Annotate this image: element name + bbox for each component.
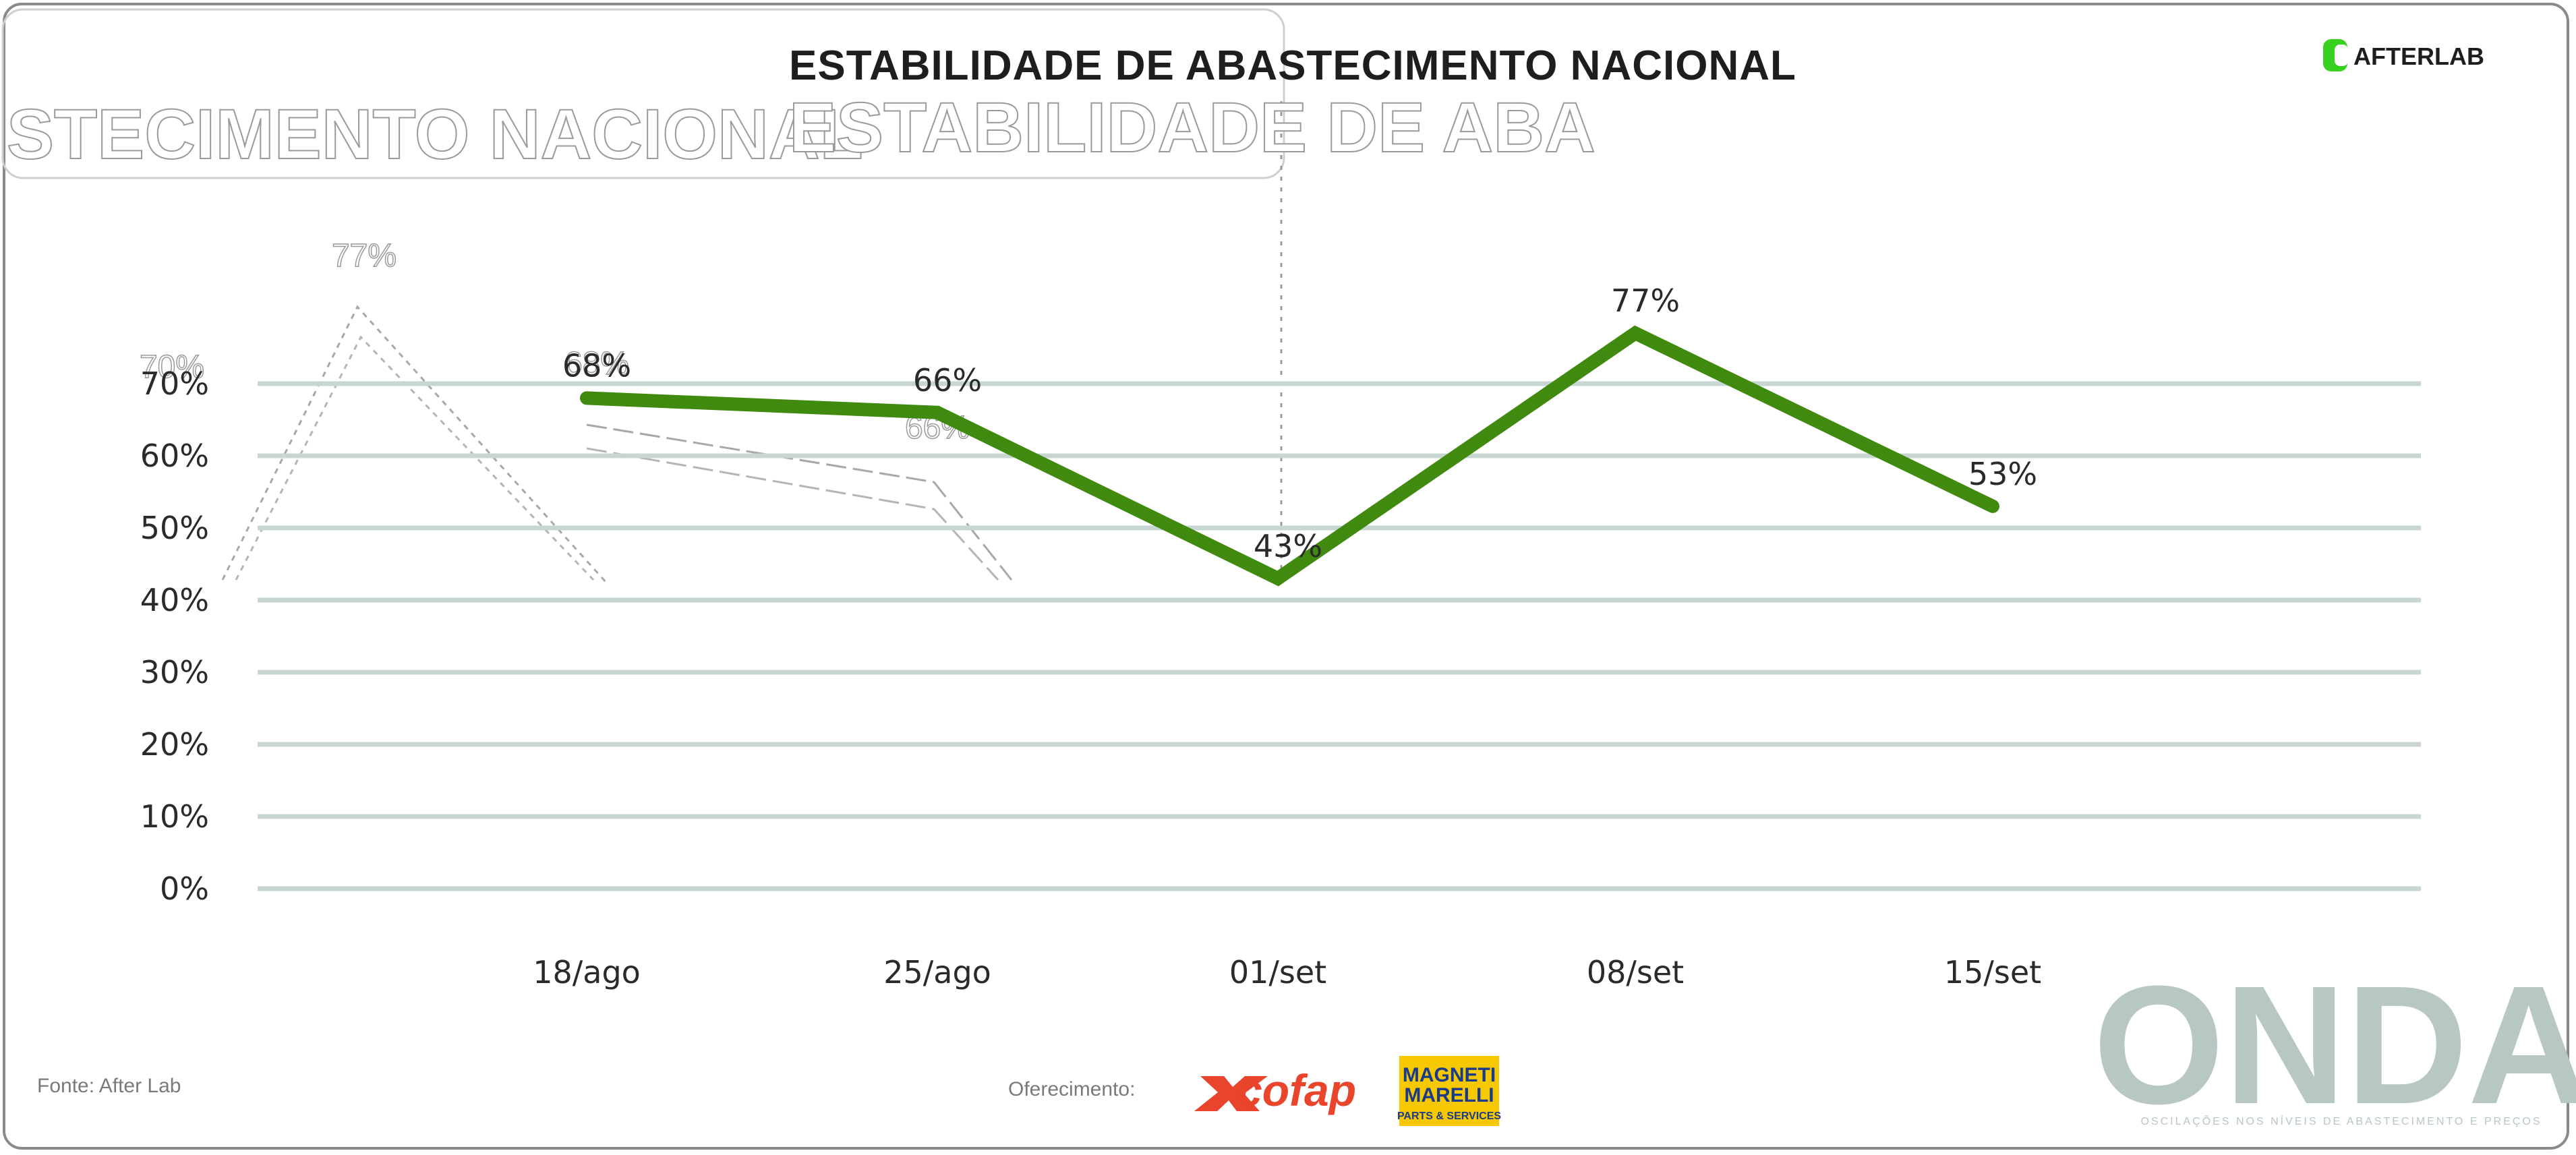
ghost-title-mid: ESTABILIDADE DE ABA: [789, 88, 1596, 167]
magneti-marelli-logo: MAGNETI MARELLI PARTS & SERVICES: [1397, 1056, 1501, 1126]
cofap-logo-icon: [1194, 1076, 1268, 1111]
y-tick-label: 40%: [140, 582, 209, 618]
sponsor-label: Oferecimento:: [1008, 1078, 1135, 1100]
x-tick-label: 08/set: [1587, 954, 1684, 990]
afterlab-logo-text: AFTERLAB: [2353, 42, 2484, 70]
y-tick-label: 50%: [140, 510, 209, 546]
ghost-line-d: [586, 447, 999, 581]
magneti-text-3: PARTS & SERVICES: [1397, 1110, 1501, 1122]
data-label: 53%: [1968, 456, 2037, 492]
ghost-line-a: [221, 305, 608, 585]
data-labels: 68% 66% 43% 77% 53%: [562, 283, 2037, 564]
y-tick-label: 0%: [160, 870, 209, 907]
data-point: [931, 406, 943, 419]
magneti-text-2: MARELLI: [1404, 1084, 1494, 1106]
y-tick-label: 30%: [140, 654, 209, 690]
ghost-frame: [1, 8, 1285, 179]
y-tick-label: 70%: [140, 365, 209, 402]
onda-tagline: OSCILAÇÕES NOS NÍVEIS DE ABASTECIMENTO E…: [2140, 1114, 2542, 1127]
data-label: 68%: [562, 347, 631, 384]
data-point: [1272, 572, 1284, 585]
cofap-logo-text: cofap: [1237, 1065, 1356, 1115]
x-tick-label: 01/set: [1229, 954, 1326, 990]
ghost-value-label: 77%: [332, 238, 397, 274]
data-point: [581, 392, 593, 405]
y-tick-label: 10%: [140, 798, 209, 835]
ghost-line-c: [586, 423, 1013, 581]
data-label: 43%: [1254, 528, 1322, 564]
data-label: 77%: [1611, 283, 1680, 319]
x-axis-ticks: 18/ago 25/ago 01/set 08/set 15/set: [533, 954, 2041, 990]
grid-layer: [258, 381, 2421, 891]
y-tick-label: 60%: [140, 438, 209, 474]
y-tick-label: 20%: [140, 726, 209, 763]
onda-logo: ONDA: [2093, 951, 2576, 1139]
x-tick-label: 18/ago: [533, 954, 641, 990]
source-note: Fonte: After Lab: [37, 1075, 181, 1097]
ghost-line-b: [235, 335, 595, 581]
data-label: 66%: [913, 362, 982, 398]
ghost-value-label: 68%: [564, 346, 629, 382]
y-axis-ticks: 0% 10% 20% 30% 40% 50% 60% 70%: [140, 365, 209, 907]
ghost-layer: STECIMENTO NACIONAL ESTABILIDADE DE ABA …: [1, 8, 1596, 585]
data-point: [1987, 500, 1999, 512]
ghost-value-label: 70%: [140, 349, 204, 385]
afterlab-logo: AFTERLAB: [2323, 39, 2484, 71]
cofap-logo: cofap: [1194, 1065, 1356, 1115]
afterlab-logo-icon-notch: [2335, 45, 2348, 66]
magneti-marelli-badge: [1399, 1056, 1499, 1126]
x-tick-label: 25/ago: [883, 954, 991, 990]
series-layer: [580, 325, 1999, 587]
ghost-title-left: STECIMENTO NACIONAL: [7, 95, 863, 174]
x-tick-label: 15/set: [1944, 954, 2041, 990]
chart-title: ESTABILIDADE DE ABASTECIMENTO NACIONAL: [789, 42, 1796, 89]
magneti-text-1: MAGNETI: [1403, 1064, 1496, 1086]
data-point: [1629, 327, 1641, 340]
